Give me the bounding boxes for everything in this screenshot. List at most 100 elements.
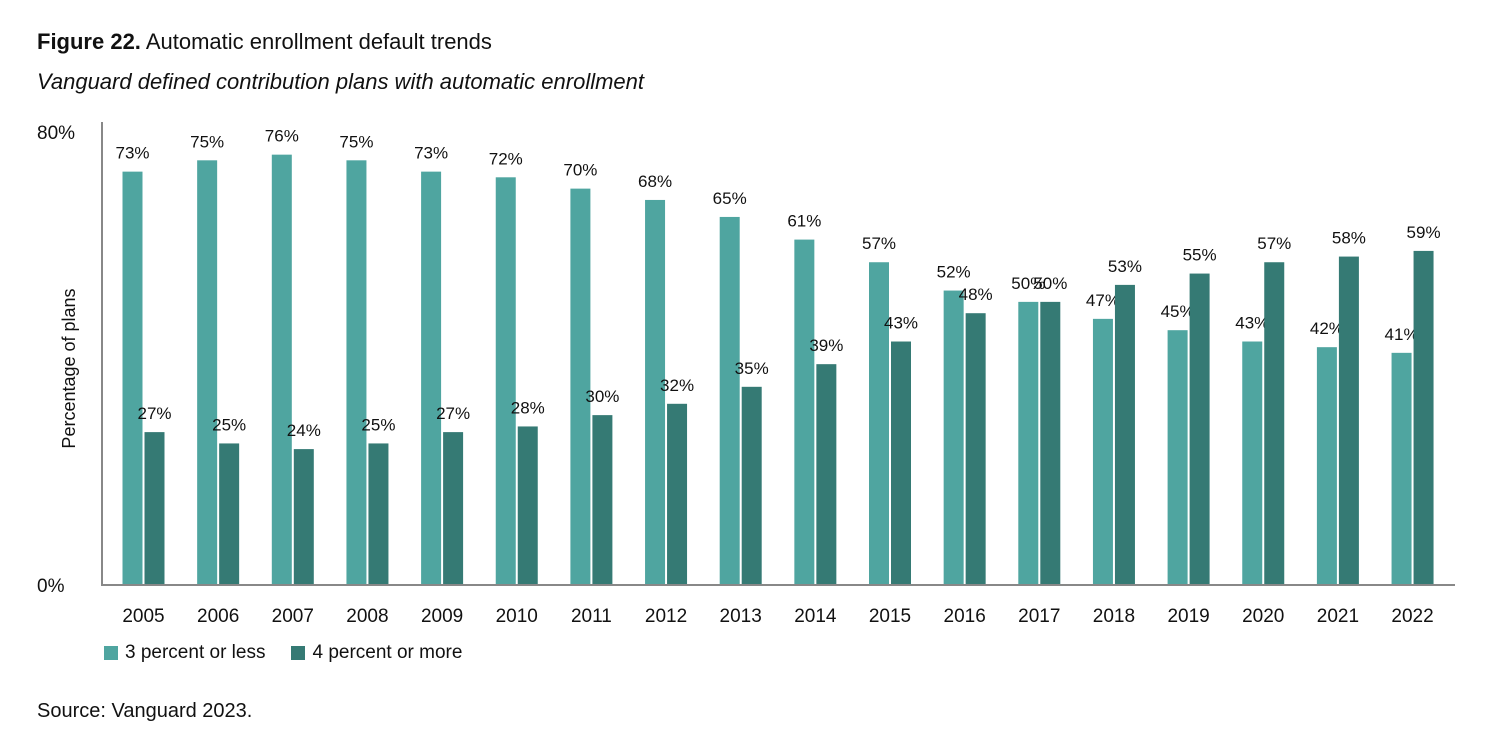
bar-1-2018 bbox=[1092, 318, 1113, 585]
figure-source: Source: Vanguard 2023. bbox=[37, 700, 253, 722]
data-label-1-2007: 76% bbox=[265, 127, 299, 146]
data-label-2-2015: 43% bbox=[884, 314, 918, 333]
data-label-2-2016: 48% bbox=[959, 285, 993, 304]
x-tick-label-2014: 2014 bbox=[794, 606, 837, 627]
data-label-1-2019: 45% bbox=[1161, 302, 1195, 321]
x-tick-label-2012: 2012 bbox=[645, 606, 687, 627]
data-label-2-2011: 30% bbox=[585, 387, 619, 406]
data-label-1-2010: 72% bbox=[489, 149, 523, 168]
data-label-1-2018: 47% bbox=[1086, 291, 1120, 310]
data-label-1-2008: 75% bbox=[339, 132, 373, 151]
legend-item-series-1: 3 percent or less bbox=[104, 642, 265, 664]
x-tick-label-2018: 2018 bbox=[1093, 606, 1135, 627]
bar-2-2012 bbox=[667, 403, 688, 585]
data-label-2-2006: 25% bbox=[212, 415, 246, 434]
bar-1-2017 bbox=[1018, 301, 1039, 585]
bar-chart: 73% 27% 2005 75% 25% 2006 76% 24% 2007 75% 25% 2008… bbox=[37, 122, 1455, 627]
bar-1-2013 bbox=[719, 216, 740, 585]
data-label-2-2010: 28% bbox=[511, 398, 545, 417]
data-label-1-2020: 43% bbox=[1235, 314, 1269, 333]
legend-swatch-series-2 bbox=[291, 646, 306, 660]
data-label-1-2015: 57% bbox=[862, 234, 896, 253]
data-label-2-2007: 24% bbox=[287, 421, 321, 440]
bar-2-2022 bbox=[1413, 250, 1434, 585]
bar-2-2006 bbox=[219, 443, 240, 585]
bar-2-2020 bbox=[1264, 262, 1285, 585]
x-tick-label-2010: 2010 bbox=[496, 606, 538, 627]
x-tick-label-2016: 2016 bbox=[944, 606, 986, 627]
data-label-2-2017: 50% bbox=[1033, 274, 1067, 293]
bar-1-2005 bbox=[122, 171, 143, 585]
bar-2-2015 bbox=[891, 341, 911, 585]
bar-1-2014 bbox=[794, 239, 815, 585]
data-label-2-2021: 58% bbox=[1332, 229, 1366, 248]
data-label-1-2012: 68% bbox=[638, 172, 672, 191]
legend-swatch-series-1 bbox=[104, 646, 118, 660]
bar-1-2015 bbox=[869, 262, 889, 585]
x-tick-label-2013: 2013 bbox=[720, 606, 762, 627]
bar-2-2008 bbox=[368, 443, 389, 585]
x-tick-label-2011: 2011 bbox=[571, 606, 612, 627]
x-tick-label-2006: 2006 bbox=[197, 606, 239, 627]
bar-2-2019 bbox=[1189, 273, 1210, 585]
data-label-1-2022: 41% bbox=[1385, 325, 1419, 344]
y-axis-label: Percentage of plans bbox=[59, 288, 79, 448]
bar-2-2010 bbox=[517, 426, 538, 585]
data-label-2-2013: 35% bbox=[735, 359, 769, 378]
x-tick-label-2005: 2005 bbox=[122, 606, 164, 627]
data-label-1-2016: 52% bbox=[937, 263, 971, 282]
data-label-1-2021: 42% bbox=[1310, 319, 1344, 338]
x-tick-label-2022: 2022 bbox=[1391, 606, 1433, 627]
bar-2-2007 bbox=[293, 449, 314, 585]
data-label-2-2005: 27% bbox=[137, 404, 171, 423]
bar-1-2019 bbox=[1167, 330, 1188, 585]
bar-1-2016 bbox=[943, 290, 964, 585]
bar-1-2012 bbox=[645, 199, 666, 585]
x-tick-label-2021: 2021 bbox=[1317, 606, 1359, 627]
data-label-2-2020: 57% bbox=[1257, 234, 1291, 253]
chart-legend: 3 percent or less 4 percent or more bbox=[104, 642, 488, 664]
x-tick-label-2007: 2007 bbox=[272, 606, 314, 627]
bar-2-2014 bbox=[816, 364, 837, 585]
x-tick-label-2020: 2020 bbox=[1242, 606, 1284, 627]
x-tick-label-2009: 2009 bbox=[421, 606, 463, 627]
data-label-2-2018: 53% bbox=[1108, 257, 1142, 276]
bar-2-2016 bbox=[965, 313, 986, 585]
data-label-1-2009: 73% bbox=[414, 144, 448, 163]
bar-1-2009 bbox=[421, 171, 442, 585]
data-label-1-2011: 70% bbox=[563, 161, 597, 180]
bar-1-2022 bbox=[1391, 352, 1412, 585]
figure-title: Figure 22. Automatic enrollment default … bbox=[37, 28, 492, 56]
bar-1-2010 bbox=[495, 177, 516, 586]
data-label-1-2014: 61% bbox=[787, 212, 821, 231]
bar-2-2021 bbox=[1338, 256, 1359, 585]
data-label-2-2022: 59% bbox=[1407, 223, 1441, 242]
x-tick-label-2015: 2015 bbox=[869, 606, 911, 627]
y-tick-label-0: 0% bbox=[37, 576, 65, 597]
data-label-2-2009: 27% bbox=[436, 404, 470, 423]
bar-2-2005 bbox=[144, 432, 165, 585]
data-label-2-2012: 32% bbox=[660, 376, 694, 395]
bar-1-2011 bbox=[570, 188, 591, 585]
figure-subtitle: Vanguard defined contribution plans with… bbox=[37, 69, 644, 94]
y-tick-label-80: 80% bbox=[37, 123, 75, 144]
bar-1-2021 bbox=[1316, 347, 1337, 585]
x-tick-label-2008: 2008 bbox=[346, 606, 388, 627]
data-label-2-2014: 39% bbox=[809, 336, 843, 355]
bar-2-2011 bbox=[592, 415, 613, 585]
bar-2-2017 bbox=[1040, 301, 1061, 585]
legend-label-series-2: 4 percent or more bbox=[312, 642, 463, 663]
legend-item-series-2: 4 percent or more bbox=[291, 642, 462, 664]
figure-label: Figure 22. bbox=[37, 29, 141, 54]
data-label-1-2006: 75% bbox=[190, 132, 224, 151]
legend-label-series-1: 3 percent or less bbox=[125, 642, 266, 663]
data-label-1-2005: 73% bbox=[115, 144, 149, 163]
bar-1-2007 bbox=[271, 154, 292, 585]
figure-title-text: Automatic enrollment default trends bbox=[145, 29, 492, 54]
x-tick-label-2019: 2019 bbox=[1167, 606, 1209, 627]
data-label-1-2017: 50% bbox=[1011, 274, 1045, 293]
bar-1-2008 bbox=[346, 160, 367, 585]
bar-1-2006 bbox=[197, 160, 218, 585]
data-label-1-2013: 65% bbox=[713, 189, 747, 208]
bar-2-2013 bbox=[741, 386, 762, 585]
